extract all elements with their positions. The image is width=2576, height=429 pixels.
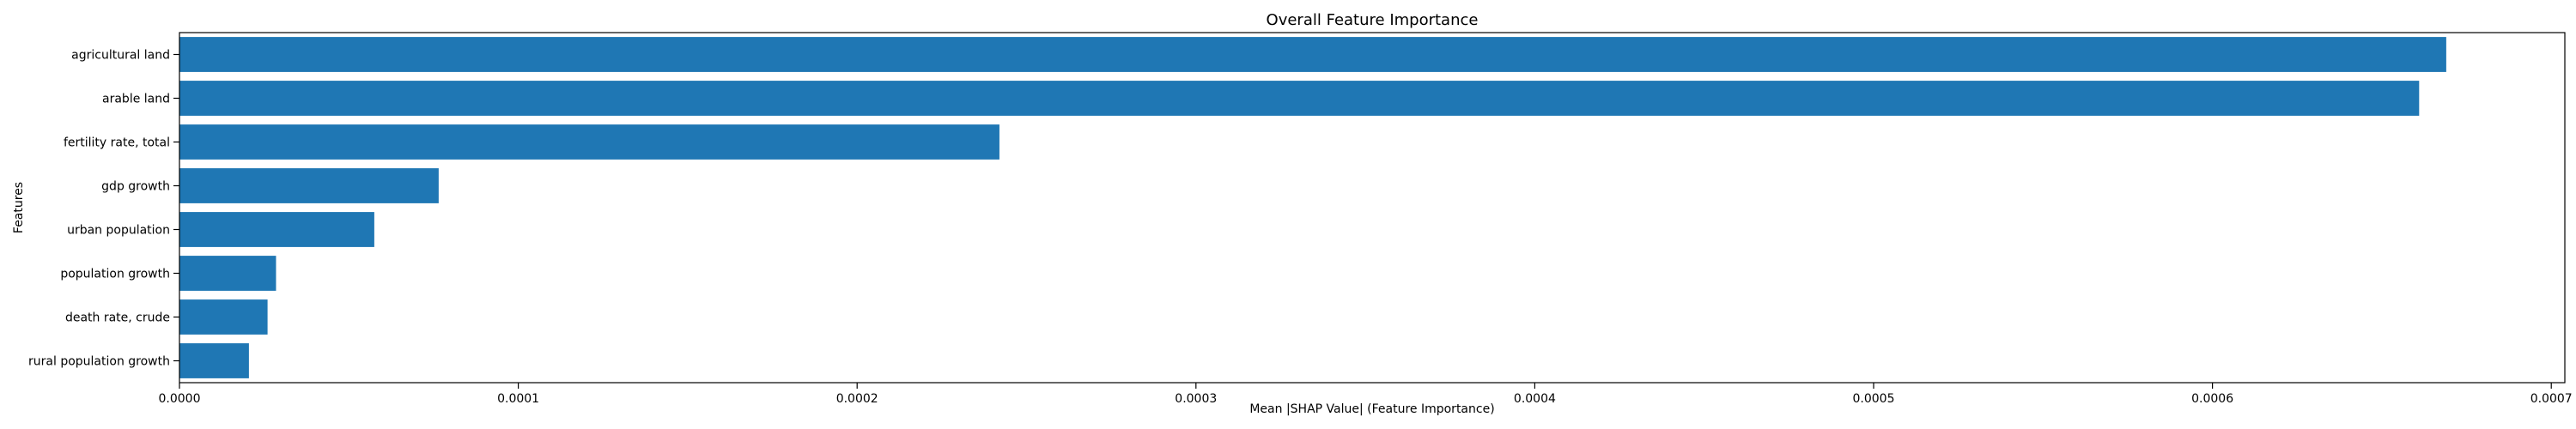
y-axis-label: Features [12, 182, 26, 233]
x-axis-label: Mean |SHAP Value| (Feature Importance) [1249, 402, 1494, 416]
y-axis-ticks: agricultural land arable land fertility ra… [28, 49, 179, 369]
x-tick-label: 0.0000 [159, 392, 201, 406]
y-tick-label: arable land [102, 93, 170, 106]
y-tick-label: rural population growth [28, 355, 170, 369]
x-axis-ticks: 0.0000 0.0001 0.0002 0.0003 0.0004 0.0005 0.00… [159, 383, 2573, 406]
x-tick-label: 0.0002 [836, 392, 878, 406]
x-tick-label: 0.0001 [497, 392, 539, 406]
chart-title: Overall Feature Importance [1267, 11, 1479, 29]
bar-rural-population-growth [179, 343, 249, 378]
y-tick-label: fertility rate, total [64, 136, 170, 150]
y-tick-label: death rate, crude [65, 311, 170, 325]
plot-frame [179, 32, 2566, 384]
bar-population-growth [179, 256, 276, 291]
bar-urban-population [179, 212, 374, 247]
bar-fertility-rate-total [179, 124, 999, 160]
x-tick-label: 0.0007 [2530, 392, 2573, 406]
y-tick-label: gdp growth [101, 180, 170, 194]
bar-arable-land [179, 81, 2420, 116]
x-tick-label: 0.0005 [1853, 392, 1895, 406]
y-tick-label: urban population [67, 224, 170, 238]
y-tick-label: agricultural land [71, 49, 170, 63]
x-tick-label: 0.0003 [1175, 392, 1217, 406]
x-tick-label: 0.0006 [2191, 392, 2233, 406]
bar-agricultural-land [179, 37, 2446, 72]
y-tick-label: population growth [60, 268, 170, 281]
bar-group [179, 37, 2446, 378]
bar-death-rate-crude [179, 299, 268, 335]
bar-gdp-growth [179, 168, 439, 203]
x-tick-label: 0.0004 [1514, 392, 1556, 406]
